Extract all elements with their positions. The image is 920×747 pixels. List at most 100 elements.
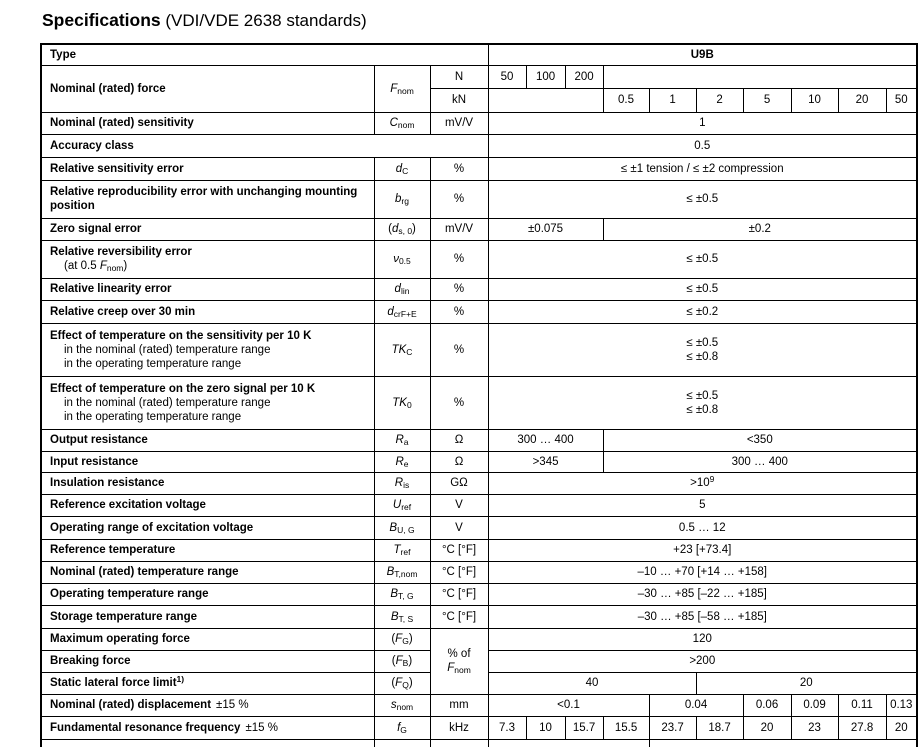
row-symbol: TK	[391, 343, 407, 356]
row-symbol: s	[390, 699, 397, 711]
row-symbol: d	[391, 223, 399, 235]
row-unit-cell: %	[429, 156, 489, 181]
row-symbol-pre: (	[391, 633, 396, 645]
row-value-kn-cell: ±0.2	[602, 217, 918, 241]
row-label-cell: Operating range of excitation voltage	[40, 515, 375, 540]
row-label-cell: Nominal (rated) sensitivity	[40, 111, 375, 135]
row-value-n-cell: ±0.075	[487, 217, 604, 241]
row-label-cell: Operating temperature range	[40, 582, 375, 606]
partial-value-cell	[648, 738, 918, 747]
table-row-sensitivity-error: Relative sensitivity error dC % ≤ ±1 ten…	[40, 156, 918, 181]
row-value-n-cell: 300 … 400	[487, 428, 604, 452]
row-label: Static lateral force limit	[50, 677, 177, 689]
row-unit-cell: %	[429, 299, 489, 324]
row-label: Effect of temperature on the sensitivity…	[50, 329, 312, 342]
row-label: Insulation resistance	[50, 477, 165, 489]
row-label-cell: Static lateral force limit1)	[40, 671, 375, 695]
row-label: Output resistance	[50, 434, 148, 446]
force-limit-unit-symbol: F	[447, 662, 455, 674]
row-value-line2: ≤ ±0.8	[686, 403, 719, 416]
row-value-cell: 5	[487, 493, 918, 517]
table-row-tk-sensitivity: Effect of temperature on the sensitivity…	[40, 322, 918, 377]
row-label-cell: Storage temperature range	[40, 604, 375, 629]
row-label-cell: Fundamental resonance frequency ±15 %	[40, 715, 375, 740]
row-label: Relative reproducibility error with unch…	[50, 186, 358, 212]
row-unit-cell: V	[429, 493, 489, 517]
row-unit-cell: GΩ	[429, 471, 489, 495]
row-unit-cell: %	[429, 179, 489, 219]
row-value-cell: 0.13	[885, 693, 918, 717]
type-label: Type	[50, 48, 76, 61]
row-symbol-cell: Ra	[373, 428, 431, 452]
force-label: Nominal (rated) force	[50, 82, 166, 95]
row-symbol-sub: e	[403, 458, 409, 469]
row-value-cell: 20	[742, 715, 792, 740]
row-value-cell: ≤ ±0.5 ≤ ±0.8	[487, 322, 918, 377]
row-label-cell: Maximum operating force	[40, 627, 375, 651]
type-label-cell: Type	[40, 43, 489, 66]
force-kn-value: 20	[837, 87, 887, 113]
row-label: Reference temperature	[50, 544, 176, 556]
row-value-cell: ≤ ±0.5	[487, 239, 918, 279]
row-symbol-cell: BU, G	[373, 515, 431, 540]
row-label-line2-post: )	[123, 260, 128, 272]
force-n-value: 200	[564, 64, 604, 89]
force-n-value: 100	[525, 64, 566, 89]
row-label-cell: Effect of temperature on the zero signal…	[40, 375, 375, 430]
row-symbol: B	[390, 610, 399, 623]
row-value-cell: <0.1	[487, 693, 650, 717]
row-symbol: B	[390, 588, 399, 600]
row-symbol-sub: ref	[400, 547, 411, 557]
row-label: Input resistance	[50, 455, 139, 468]
force-kn-blank	[487, 87, 604, 113]
table-row-nominal-temp-range: Nominal (rated) temperature range BT,nom…	[40, 560, 918, 584]
partial-label-cell	[40, 738, 375, 747]
row-label: Maximum operating force	[50, 633, 190, 645]
row-label: Relative reversibility error	[50, 246, 192, 258]
row-value-cell: ≤ ±0.5 ≤ ±0.8	[487, 375, 918, 430]
force-unit-kn-cell: kN	[429, 87, 489, 113]
row-symbol-cell: BT, G	[373, 582, 431, 606]
row-symbol: R	[395, 434, 404, 446]
partial-value-cell	[487, 738, 650, 747]
row-symbol-sub: B	[402, 658, 409, 668]
row-symbol: f	[397, 721, 401, 734]
partial-symbol-cell	[373, 738, 431, 747]
force-limit-unit-line2: Fnom	[433, 661, 486, 675]
row-value-cell: –30 … +85 [–58 … +185]	[487, 604, 918, 629]
row-symbol-sub: G	[400, 724, 407, 735]
row-symbol-cell: Uref	[373, 493, 431, 517]
row-symbol-sub: nom	[396, 702, 414, 712]
row-value-right-cell: 20	[695, 671, 918, 695]
row-label-suffix: ±15 %	[245, 721, 278, 734]
row-label: Zero signal error	[50, 223, 142, 235]
row-label-cell: Relative linearity error	[40, 277, 375, 301]
row-unit-cell: °C [°F]	[429, 582, 489, 606]
row-symbol: R	[394, 477, 404, 489]
row-unit-cell: %	[429, 322, 489, 377]
row-symbol-cell: (ds, 0)	[373, 217, 431, 241]
table-row-ref-temperature: Reference temperature Tref °C [°F] +23 […	[40, 538, 918, 562]
row-label: Breaking force	[50, 655, 131, 667]
row-symbol-sub: C	[402, 165, 409, 176]
table-row-resonance: Fundamental resonance frequency ±15 % fG …	[40, 715, 918, 740]
row-symbol-cell: ν0.5	[373, 239, 431, 279]
force-unit-n-cell: N	[429, 64, 489, 89]
row-symbol-cell: brg	[373, 179, 431, 219]
page-title-suffix: (VDI/VDE 2638 standards)	[165, 11, 367, 30]
row-value-cell: 0.09	[790, 693, 839, 717]
row-symbol-sub: rg	[401, 196, 409, 206]
row-symbol-sub: nom	[397, 120, 415, 130]
page-title-main: Specifications	[42, 10, 161, 30]
row-unit-cell: V	[429, 515, 489, 540]
row-label: Nominal (rated) temperature range	[50, 566, 239, 578]
row-symbol: C	[389, 117, 398, 129]
row-value-line2: ≤ ±0.8	[686, 350, 719, 363]
row-symbol: B	[386, 566, 395, 578]
table-row-static-lateral-limit: Static lateral force limit1) (FQ) 40 20	[40, 671, 918, 695]
row-value-cell: 23.7	[648, 715, 697, 740]
row-label-cell: Accuracy class	[40, 133, 489, 158]
row-symbol-sub: crF+E	[393, 308, 417, 319]
row-symbol-cell: dlin	[373, 277, 431, 301]
row-label-line2: in the nominal (rated) temperature range	[64, 343, 271, 356]
